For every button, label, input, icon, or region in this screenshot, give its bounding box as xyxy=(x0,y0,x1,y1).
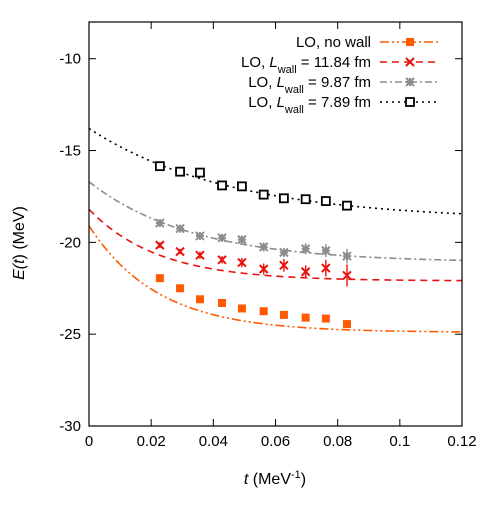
data-point xyxy=(176,284,185,293)
marker-stroke xyxy=(342,270,352,281)
fit-curve xyxy=(88,208,463,282)
data-point xyxy=(195,295,204,304)
data-point xyxy=(405,57,415,67)
data-point xyxy=(405,97,415,107)
data-point xyxy=(175,166,185,177)
data-point xyxy=(300,267,311,277)
x-tick-label: 0.1 xyxy=(389,433,410,450)
x-axis-label: t (MeV-1) xyxy=(244,469,306,488)
data-point xyxy=(155,274,164,283)
data-point xyxy=(237,181,247,192)
legend-label: LO, Lwall = 11.84 fm xyxy=(241,54,371,76)
marker-stroke xyxy=(155,240,165,250)
data-point xyxy=(217,255,227,265)
data-point xyxy=(217,180,227,191)
legend-label: LO, Lwall = 7.89 fm xyxy=(248,94,371,116)
fit-curve xyxy=(88,127,463,215)
y-tick-label: -30 xyxy=(59,418,81,435)
data-point xyxy=(342,320,351,329)
data-point xyxy=(175,223,185,234)
data-point xyxy=(406,38,414,46)
data-point xyxy=(321,314,330,323)
data-point xyxy=(279,260,289,271)
data-point xyxy=(155,218,165,228)
data-point xyxy=(321,245,331,256)
fit-curve xyxy=(88,225,463,333)
data-point xyxy=(321,263,331,273)
data-point xyxy=(279,247,289,258)
marker-stroke xyxy=(217,255,227,265)
marker-stroke xyxy=(279,260,289,271)
marker-stroke xyxy=(300,267,311,277)
axis-ticks: 0 0.02 0.04 0.06 0.08 0.1 0.12 -30 -25 -20 -15 -10 xyxy=(59,22,477,450)
data-point xyxy=(342,270,352,281)
x-tick-label: 0.12 xyxy=(447,433,476,450)
marker-stroke xyxy=(258,264,269,274)
data-point xyxy=(301,313,310,322)
fit-curves xyxy=(88,127,463,333)
legend-label: LO, no wall xyxy=(296,34,371,51)
fit-curve xyxy=(88,181,463,262)
x-tick-label: 0.08 xyxy=(323,433,352,450)
x-tick-label: 0.02 xyxy=(137,433,166,450)
x-tick-label: 0.04 xyxy=(199,433,228,450)
data-point xyxy=(258,189,269,200)
x-tick-label: 0.06 xyxy=(261,433,290,450)
data-point xyxy=(218,298,227,307)
y-tick-label: -15 xyxy=(59,143,81,160)
data-point xyxy=(175,246,185,257)
marker-stroke xyxy=(237,257,247,268)
data-point xyxy=(320,196,331,206)
data-point xyxy=(279,310,288,319)
data-point xyxy=(237,234,247,245)
data-point xyxy=(195,231,205,241)
data-point xyxy=(258,264,269,274)
data-point xyxy=(258,242,269,252)
data-point xyxy=(155,240,165,250)
data-point xyxy=(237,304,246,313)
data-point xyxy=(195,250,205,260)
y-tick-label: -20 xyxy=(59,234,81,251)
y-tick-label: -25 xyxy=(59,326,81,343)
marker-stroke xyxy=(195,250,205,260)
marker-stroke xyxy=(175,246,185,257)
x-tick-label: 0 xyxy=(85,433,93,450)
data-points xyxy=(154,161,352,329)
data-point xyxy=(278,193,289,204)
data-point xyxy=(237,257,247,268)
data-point xyxy=(217,233,227,243)
y-tick-label: -10 xyxy=(59,51,81,68)
data-point xyxy=(300,194,311,205)
data-point xyxy=(195,167,205,178)
data-point xyxy=(259,307,268,316)
legend-label: LO, Lwall = 9.87 fm xyxy=(248,74,371,96)
marker-stroke xyxy=(321,263,331,273)
y-axis-label: E(t) (MeV) xyxy=(11,206,28,280)
data-point xyxy=(342,200,352,211)
data-point xyxy=(300,244,311,254)
marker-stroke xyxy=(405,57,415,67)
data-point xyxy=(154,161,165,172)
data-point xyxy=(405,77,415,87)
data-point xyxy=(342,251,352,261)
